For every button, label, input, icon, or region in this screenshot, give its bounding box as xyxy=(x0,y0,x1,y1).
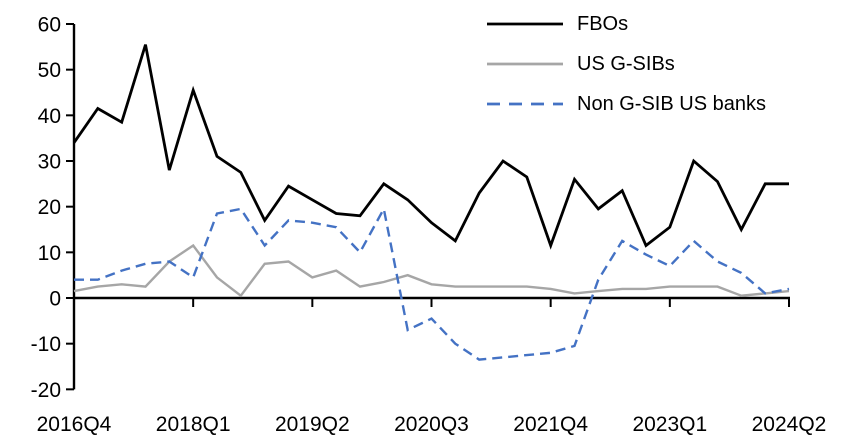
x-tick-label: 2018Q1 xyxy=(156,413,231,436)
series-line-us-gsibs xyxy=(73,243,790,298)
legend: FBOs US G-SIBs Non G-SIB US banks xyxy=(487,4,766,124)
series-line-non-gsib-us-banks xyxy=(74,205,790,361)
legend-line-non-gsib-us-banks xyxy=(487,102,563,106)
x-tick-label: 2016Q4 xyxy=(37,413,112,436)
x-tick-label: 2021Q4 xyxy=(513,413,588,436)
legend-line-us-gsibs xyxy=(487,62,563,66)
y-tick-label: 50 xyxy=(38,59,61,82)
y-tick-label: 60 xyxy=(38,14,61,37)
y-tick-label: -10 xyxy=(31,333,61,356)
legend-item-us-gsibs: US G-SIBs xyxy=(487,44,766,84)
legend-line-fbos xyxy=(487,22,563,26)
y-tick-label: 30 xyxy=(38,151,61,174)
legend-item-fbos: FBOs xyxy=(487,4,766,44)
series-line-fbos xyxy=(72,44,789,250)
x-tick-label: 2020Q3 xyxy=(394,413,469,436)
y-tick-label: 0 xyxy=(49,288,61,311)
y-tick-label: 10 xyxy=(38,242,61,265)
legend-label-fbos: FBOs xyxy=(577,12,629,35)
legend-label-us-gsibs: US G-SIBs xyxy=(577,52,675,75)
legend-label-non-gsib-us-banks: Non G-SIB US banks xyxy=(577,92,766,115)
legend-item-non-gsib-us-banks: Non G-SIB US banks xyxy=(487,84,766,124)
y-tick-label: 20 xyxy=(38,196,61,219)
y-tick-label: -20 xyxy=(31,379,61,402)
x-tick-label: 2024Q2 xyxy=(752,413,827,436)
x-tick-label: 2023Q1 xyxy=(632,413,707,436)
x-tick-label: 2019Q2 xyxy=(275,413,350,436)
y-tick-label: 40 xyxy=(38,105,61,128)
